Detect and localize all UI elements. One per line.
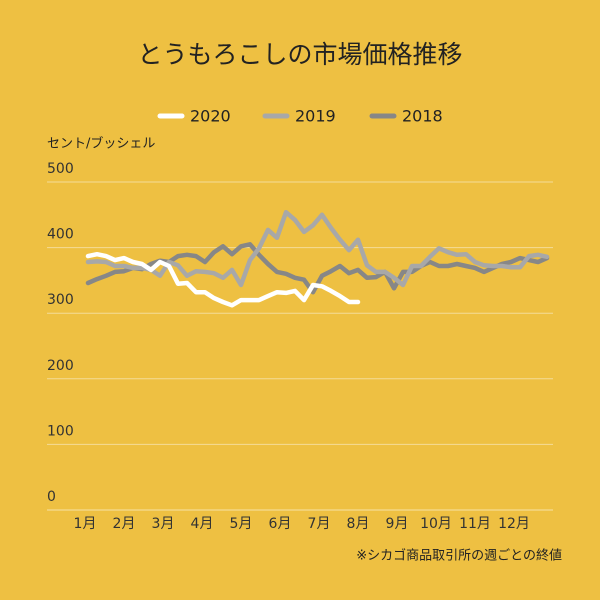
note: ※シカゴ商品取引所の週ごとの終値 (356, 548, 562, 564)
series-line (85, 251, 361, 308)
y-tick-label: 400 (47, 227, 74, 243)
chart-title: とうもろこしの市場価格推移 (137, 40, 462, 69)
x-tick-label: 9月 (386, 516, 409, 532)
y-tick-label: 300 (47, 292, 74, 308)
y-tick-label: 0 (47, 489, 56, 505)
x-tick-label: 2月 (113, 516, 136, 532)
legend-label: 2019 (295, 107, 336, 126)
x-tick-label: 3月 (152, 516, 175, 532)
series-line (85, 209, 550, 288)
y-tick-label: 500 (47, 161, 74, 177)
x-tick-label: 7月 (308, 516, 331, 532)
x-tick-label: 12月 (498, 516, 530, 532)
x-tick-label: 11月 (459, 516, 491, 532)
y-axis-label: セント/ブッシェル (47, 136, 155, 152)
legend-label: 2020 (190, 107, 231, 126)
x-tick-label: 1月 (74, 516, 97, 532)
y-tick-label: 100 (47, 423, 74, 439)
x-tick-label: 8月 (347, 516, 370, 532)
x-tick-label: 5月 (230, 516, 253, 532)
x-tick-label: 6月 (269, 516, 292, 532)
y-tick-label: 200 (47, 358, 74, 374)
x-tick-label: 4月 (191, 516, 214, 532)
x-tick-label: 10月 (420, 516, 452, 532)
legend-label: 2018 (402, 107, 443, 126)
